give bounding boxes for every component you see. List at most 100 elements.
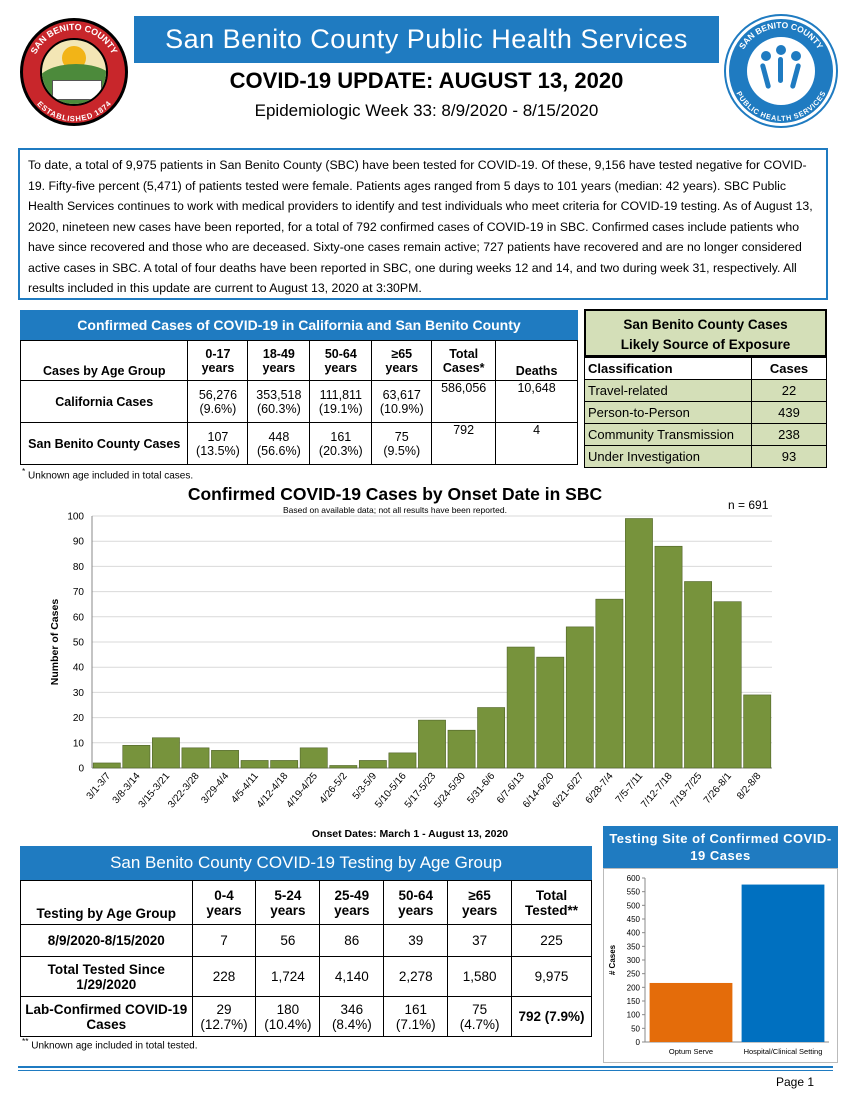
y-tick-label: 400 — [627, 929, 641, 938]
seal-bottom-text: ESTABLISHED 1874 — [35, 99, 113, 123]
ca-col-header: 0-17 years — [187, 340, 249, 381]
x-tick-label: 5/3-5/9 — [351, 771, 380, 802]
bar — [122, 745, 151, 769]
y-tick-label: 30 — [73, 688, 85, 699]
page-number: Page 1 — [776, 1075, 815, 1089]
table-cell: 161 (20.3%) — [309, 422, 373, 465]
exposure-source-table: Classification Cases Travel-related 22 P… — [584, 357, 827, 468]
testing-row-header: Testing by Age Group — [20, 880, 193, 925]
y-axis-title: Number of Cases — [49, 599, 61, 686]
bar — [565, 626, 594, 769]
table-cell: 111,811 (19.1%) — [309, 380, 373, 423]
table-cell: 9,975 — [511, 956, 592, 997]
table-cell: 22 — [751, 379, 827, 402]
bar — [388, 752, 417, 769]
bar — [329, 765, 358, 769]
source-col-header: Classification — [584, 357, 752, 380]
y-tick-label: 80 — [73, 562, 85, 573]
table-cell: 4 — [495, 422, 578, 465]
table-row-label: 8/9/2020-8/15/2020 — [20, 924, 193, 957]
bar — [595, 598, 624, 769]
bar — [92, 762, 121, 769]
y-tick-label: 50 — [73, 638, 85, 649]
x-tick-label: 7/19-7/25 — [669, 771, 705, 811]
table-cell: 1,580 — [447, 956, 513, 997]
bar — [743, 694, 772, 769]
bar — [270, 760, 299, 769]
x-tick-label: 3/22-3/28 — [166, 771, 202, 811]
table-cell: 37 — [447, 924, 513, 957]
table-cell: 56,276 (9.6%) — [187, 380, 249, 423]
y-tick-label: 10 — [73, 738, 85, 749]
seal-top-text: SAN BENITO COUNTY — [737, 20, 826, 51]
table-row-label: Total Tested Since 1/29/2020 — [20, 956, 193, 997]
y-tick-label: 350 — [627, 942, 641, 951]
y-tick-label: 70 — [73, 587, 85, 598]
y-axis-title: # Cases — [608, 944, 617, 975]
onset-bar-chart: 01020304050607080901003/1-3/73/8-3/143/1… — [49, 512, 772, 811]
y-tick-label: 250 — [627, 970, 641, 979]
testing-col-header: 25-49 years — [319, 880, 385, 925]
onset-chart-title: Confirmed COVID-19 Cases by Onset Date i… — [187, 484, 603, 504]
table-cell: 792 (7.9%) — [511, 996, 592, 1037]
table-cell: 586,056 — [431, 380, 497, 423]
table-cell: 792 — [431, 422, 497, 465]
testing-table-title: San Benito County COVID-19 Testing by Ag… — [20, 846, 592, 880]
source-col-header: Cases — [751, 357, 827, 380]
source-table-title: San Benito County Cases Likely Source of… — [584, 309, 827, 357]
table-row-label: San Benito County Cases — [19, 422, 189, 465]
bar — [358, 760, 387, 769]
summary-text: To date, a total of 9,975 patients in Sa… — [28, 158, 813, 295]
footer-rule — [18, 1070, 833, 1071]
y-tick-label: 0 — [78, 764, 84, 775]
testing-col-header: Total Tested** — [511, 880, 592, 925]
y-tick-label: 40 — [73, 663, 85, 674]
table-cell: 7 — [191, 924, 257, 957]
table-cell: 107 (13.5%) — [187, 422, 249, 465]
bar — [152, 737, 180, 769]
onset-chart-x-title: Onset Dates: March 1 - August 13, 2020 — [311, 828, 509, 840]
y-tick-label: 100 — [67, 512, 84, 523]
table-cell: 228 — [191, 956, 257, 997]
bar — [299, 747, 328, 769]
table-cell: 10,648 — [495, 380, 578, 423]
y-tick-label: 300 — [627, 956, 641, 965]
y-tick-label: 550 — [627, 888, 641, 897]
summary-text-box: To date, a total of 9,975 patients in Sa… — [18, 148, 828, 300]
table-cell: 29 (12.7%) — [191, 996, 257, 1037]
y-tick-label: 600 — [627, 874, 641, 883]
bar — [181, 747, 210, 769]
testing-col-header: 0-4 years — [191, 880, 257, 925]
testing-col-header: 5-24 years — [255, 880, 321, 925]
bar — [240, 760, 269, 769]
table-cell: 161 (7.1%) — [383, 996, 449, 1037]
table-cell: 238 — [751, 423, 827, 446]
x-tick-label: 8/2-8/8 — [735, 771, 764, 802]
seal-bottom-text: PUBLIC HEALTH SERVICES — [735, 89, 828, 122]
x-tick-label: 3/29-4/4 — [199, 771, 231, 807]
bar — [713, 601, 742, 769]
table-row-label: California Cases — [19, 380, 189, 423]
table-cell: 75 (9.5%) — [371, 422, 433, 465]
week-title: Epidemiologic Week 33: 8/9/2020 - 8/15/2… — [254, 101, 599, 120]
y-tick-label: 150 — [627, 997, 641, 1006]
table-cell: 86 — [319, 924, 385, 957]
y-tick-label: 450 — [627, 915, 641, 924]
bar — [536, 656, 565, 769]
ca-col-header: 18-49 years — [247, 340, 311, 381]
x-tick-label: 4/26-5/2 — [318, 771, 350, 807]
bar — [649, 982, 733, 1042]
bar — [684, 581, 712, 769]
ca-table-title: Confirmed Cases of COVID-19 in Californi… — [20, 310, 578, 340]
org-title-banner: San Benito County Public Health Services — [134, 16, 719, 63]
table-cell: 93 — [751, 445, 827, 468]
ca-col-header: Deaths — [495, 340, 578, 381]
update-title: COVID-19 UPDATE: AUGUST 13, 2020 — [229, 68, 624, 93]
county-seal-logo: SAN BENITO COUNTY ESTABLISHED 1874 — [20, 18, 128, 126]
bar — [506, 646, 535, 769]
bar — [654, 545, 683, 769]
onset-chart-subtitle: Based on available data; not all results… — [283, 505, 507, 515]
table-cell: 75 (4.7%) — [447, 996, 513, 1037]
ca-col-header: 50-64 years — [309, 340, 373, 381]
ca-cases-table: Cases by Age Group 0-17 years 18-49 years … — [19, 340, 578, 465]
